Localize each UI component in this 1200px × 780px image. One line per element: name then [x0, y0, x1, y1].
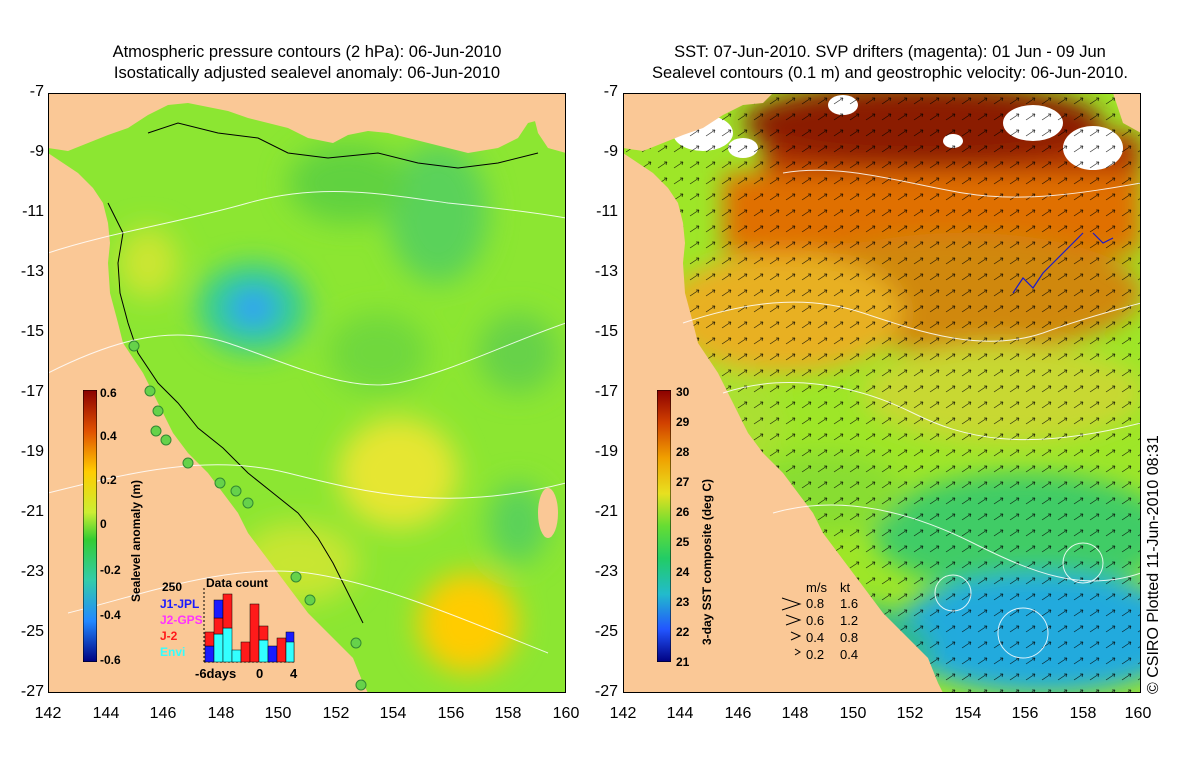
- sst-tick-8: 22: [676, 625, 690, 639]
- vel-row-1-ms: 0.8: [806, 596, 825, 611]
- vel-row-3-ms: 0.4: [806, 630, 825, 645]
- lat-tick-right: -21: [594, 503, 618, 520]
- lon-tick-right: 154: [954, 705, 982, 722]
- data-count-x-start: -6days: [195, 666, 237, 681]
- legend-j-2: J-2: [160, 629, 178, 643]
- sla-colorbar: [83, 390, 97, 662]
- png-land: [48, 93, 566, 153]
- lon-tick-right: 150: [839, 705, 867, 722]
- lat-tick-right: -23: [594, 563, 618, 580]
- vel-row-3-kt: 0.8: [840, 630, 859, 645]
- vel-row-4-kt: 0.4: [840, 647, 859, 662]
- vel-header-ms: m/s: [806, 580, 827, 595]
- lat-tick-right: -17: [594, 383, 618, 400]
- australia-land: [48, 153, 368, 693]
- sst-tick-2: 28: [676, 445, 690, 459]
- sst-tick-6: 24: [676, 565, 690, 579]
- sst-tick-1: 29: [676, 415, 690, 429]
- vel-header-kt: kt: [840, 580, 851, 595]
- lat-tick-right: -13: [594, 263, 618, 280]
- right-map: [623, 93, 1141, 693]
- vel-row-2-kt: 1.2: [840, 613, 859, 628]
- data-count-x-end: 4: [290, 666, 298, 681]
- lon-tick-left: 154: [379, 705, 407, 722]
- lat-tick-right: -9: [603, 143, 618, 160]
- sst-tick-9: 21: [676, 655, 690, 669]
- sst-tick-5: 25: [676, 535, 690, 549]
- right-title-line1: SST: 07-Jun-2010. SVP drifters (magenta)…: [674, 43, 1106, 61]
- sla-colorbar-label: Sealevel anomaly (m): [129, 479, 143, 602]
- vel-row-1-kt: 1.6: [840, 596, 859, 611]
- lat-tick-left: -19: [20, 443, 44, 460]
- lat-tick-left: -7: [29, 83, 44, 100]
- lat-tick-left: -11: [22, 203, 44, 220]
- sla-tick-4: -0.2: [100, 563, 121, 577]
- lat-tick-right: -7: [603, 83, 618, 100]
- sst-tick-4: 26: [676, 505, 690, 519]
- lon-tick-right: 146: [724, 705, 752, 722]
- lon-tick-right: 152: [896, 705, 924, 722]
- left-map: [48, 93, 566, 693]
- lon-tick-left: 150: [264, 705, 292, 722]
- sla-tick-2: 0.2: [100, 473, 117, 487]
- sst-colorbar-label: 3-day SST composite (deg C): [700, 478, 714, 645]
- legend-j1-jpl: J1-JPL: [160, 597, 200, 611]
- sst-tick-0: 30: [676, 385, 690, 399]
- lon-tick-left: 146: [149, 705, 177, 722]
- left-title-line1: Atmospheric pressure contours (2 hPa): 0…: [112, 43, 502, 61]
- lat-tick-left: -21: [20, 503, 44, 520]
- right-title-line2: Sealevel contours (0.1 m) and geostrophi…: [651, 64, 1128, 82]
- lon-tick-left: 144: [92, 705, 120, 722]
- lat-tick-right: -27: [594, 683, 618, 700]
- lon-tick-left: 160: [552, 705, 580, 722]
- lat-tick-left: -25: [20, 623, 44, 640]
- data-count-x-zero: 0: [256, 666, 264, 681]
- sla-tick-3: 0: [100, 517, 107, 531]
- sla-tick-5: -0.4: [100, 608, 121, 622]
- lat-tick-right: -15: [594, 323, 618, 340]
- sst-colorbar: [657, 390, 671, 662]
- lon-tick-right: 160: [1124, 705, 1152, 722]
- lon-tick-left: 142: [34, 705, 62, 722]
- lon-tick-left: 156: [437, 705, 465, 722]
- lat-tick-right: -11: [596, 203, 618, 220]
- lat-tick-left: -17: [20, 383, 44, 400]
- lon-tick-left: 152: [322, 705, 350, 722]
- sst-tick-3: 27: [676, 475, 690, 489]
- lon-tick-right: 148: [781, 705, 809, 722]
- data-count-histogram: [203, 588, 295, 663]
- csiro-credit: © CSIRO Plotted 11-Jun-2010 08:31: [1145, 435, 1162, 694]
- sla-tick-1: 0.4: [100, 429, 117, 443]
- left-title-line2: Isostatically adjusted sealevel anomaly:…: [113, 64, 501, 82]
- png-land-right: [623, 93, 773, 151]
- lat-tick-right: -25: [594, 623, 618, 640]
- sla-tick-0: 0.6: [100, 386, 117, 400]
- lon-tick-left: 158: [494, 705, 522, 722]
- data-count-ymax: 250: [162, 580, 183, 594]
- sla-tick-6: -0.6: [100, 653, 121, 667]
- vel-legend-arrows: [781, 597, 802, 656]
- vel-row-2-ms: 0.6: [806, 613, 825, 628]
- lat-tick-left: -13: [20, 263, 44, 280]
- lat-tick-left: -27: [20, 683, 44, 700]
- lat-tick-left: -9: [29, 143, 44, 160]
- lon-tick-right: 156: [1011, 705, 1039, 722]
- lat-tick-left: -23: [20, 563, 44, 580]
- australia-land-right: [623, 153, 943, 693]
- sst-tick-7: 23: [676, 595, 690, 609]
- lon-tick-right: 158: [1069, 705, 1097, 722]
- lat-tick-right: -19: [594, 443, 618, 460]
- legend-j2-gps: J2-GPS: [160, 613, 203, 627]
- vel-row-4-ms: 0.2: [806, 647, 825, 662]
- lon-tick-right: 142: [609, 705, 637, 722]
- legend-envi: Envi: [160, 645, 186, 659]
- lon-tick-right: 144: [666, 705, 694, 722]
- lon-tick-left: 148: [207, 705, 235, 722]
- lat-tick-left: -15: [20, 323, 44, 340]
- data-count-title: Data count: [206, 576, 269, 590]
